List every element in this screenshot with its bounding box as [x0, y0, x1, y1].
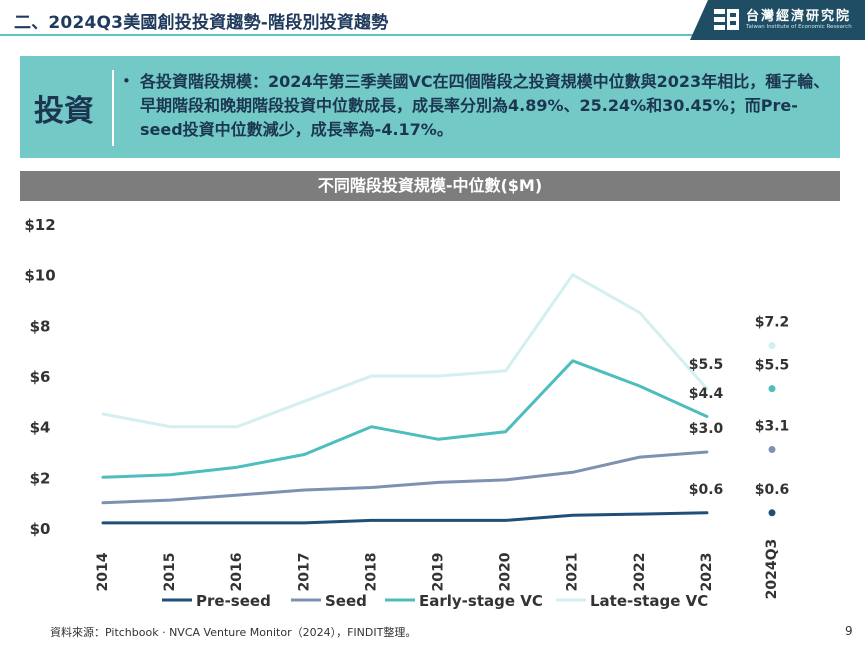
tier-logo-icon — [714, 9, 739, 30]
title-underline — [0, 34, 700, 36]
x-tick-label: 2014 — [95, 552, 111, 591]
y-tick-label: $0 — [30, 520, 51, 538]
data-label-q3: $7.2 — [755, 315, 790, 331]
y-tick-label: $4 — [30, 419, 51, 437]
q3-point — [768, 385, 776, 393]
y-tick-label: $10 — [24, 267, 55, 285]
title-bar: 二、2024Q3美國創投投資趨勢-階段別投資趨勢 台灣經濟研究院 Taiwan … — [0, 0, 865, 44]
chart-title: 不同階段投資規模-中位數($M) — [20, 171, 840, 201]
q3-point — [768, 342, 776, 350]
logo-chinese-name: 台灣經濟研究院 — [746, 9, 852, 24]
x-tick-label: 2016 — [229, 553, 245, 592]
bullet-icon: • — [122, 72, 131, 90]
page-title: 二、2024Q3美國創投投資趨勢-階段別投資趨勢 — [14, 13, 389, 33]
x-tick-label: 2019 — [431, 553, 447, 592]
summary-tag: 投資 — [34, 94, 94, 129]
x-tick-label: 2022 — [632, 553, 648, 592]
x-tick-label: 2015 — [162, 553, 178, 592]
x-tick-label: 2018 — [363, 553, 379, 592]
y-tick-label: $8 — [30, 317, 51, 335]
y-tick-label: $2 — [30, 469, 51, 487]
data-label-q3: $5.5 — [755, 358, 790, 374]
x-tick-label: 2017 — [296, 553, 312, 592]
legend-label: Pre-seed — [196, 592, 271, 610]
legend-label: Late-stage VC — [590, 592, 708, 610]
legend-label: Seed — [325, 592, 367, 610]
data-label-2023: $3.0 — [689, 421, 724, 437]
legend-label: Early-stage VC — [419, 592, 543, 610]
x-tick-label: 2020 — [498, 552, 514, 591]
data-label-2023: $5.5 — [689, 357, 724, 373]
summary-box: 投資 • 各投資階段規模：2024年第三季美國VC在四個階段之投資規模中位數與2… — [20, 56, 840, 158]
data-label-2023: $4.4 — [689, 386, 724, 402]
series-line-late-stage-vc — [101, 273, 709, 429]
q3-point — [768, 509, 776, 517]
series-line-early-stage-vc — [101, 359, 709, 479]
source-note: 資料來源：Pitchbook · NVCA Venture Monitor（20… — [50, 626, 417, 639]
x-tick-label: 2021 — [565, 553, 581, 592]
data-label-q3: $3.1 — [755, 418, 790, 434]
logo-english-name: Taiwan Institute of Economic Research — [746, 24, 852, 30]
series-line-seed — [101, 450, 709, 505]
summary-divider — [112, 70, 114, 146]
logo: 台灣經濟研究院 Taiwan Institute of Economic Res… — [690, 0, 865, 40]
y-tick-label: $6 — [30, 368, 51, 386]
x-tick-label-q3: 2024Q3 — [764, 539, 780, 600]
page-number: 9 — [845, 624, 853, 638]
series-line-pre-seed — [101, 511, 709, 525]
x-tick-label: 2023 — [699, 553, 715, 592]
summary-text: 各投資階段規模：2024年第三季美國VC在四個階段之投資規模中位數與2023年相… — [140, 72, 830, 139]
data-label-2023: $0.6 — [689, 482, 724, 498]
y-tick-label: $12 — [24, 216, 55, 234]
line-chart: $0 $2 $4 $6 $8 $10 $12 2014 2015 2016 2017 2018 2019… — [24, 216, 790, 610]
q3-point — [768, 445, 776, 453]
data-label-q3: $0.6 — [755, 482, 790, 498]
